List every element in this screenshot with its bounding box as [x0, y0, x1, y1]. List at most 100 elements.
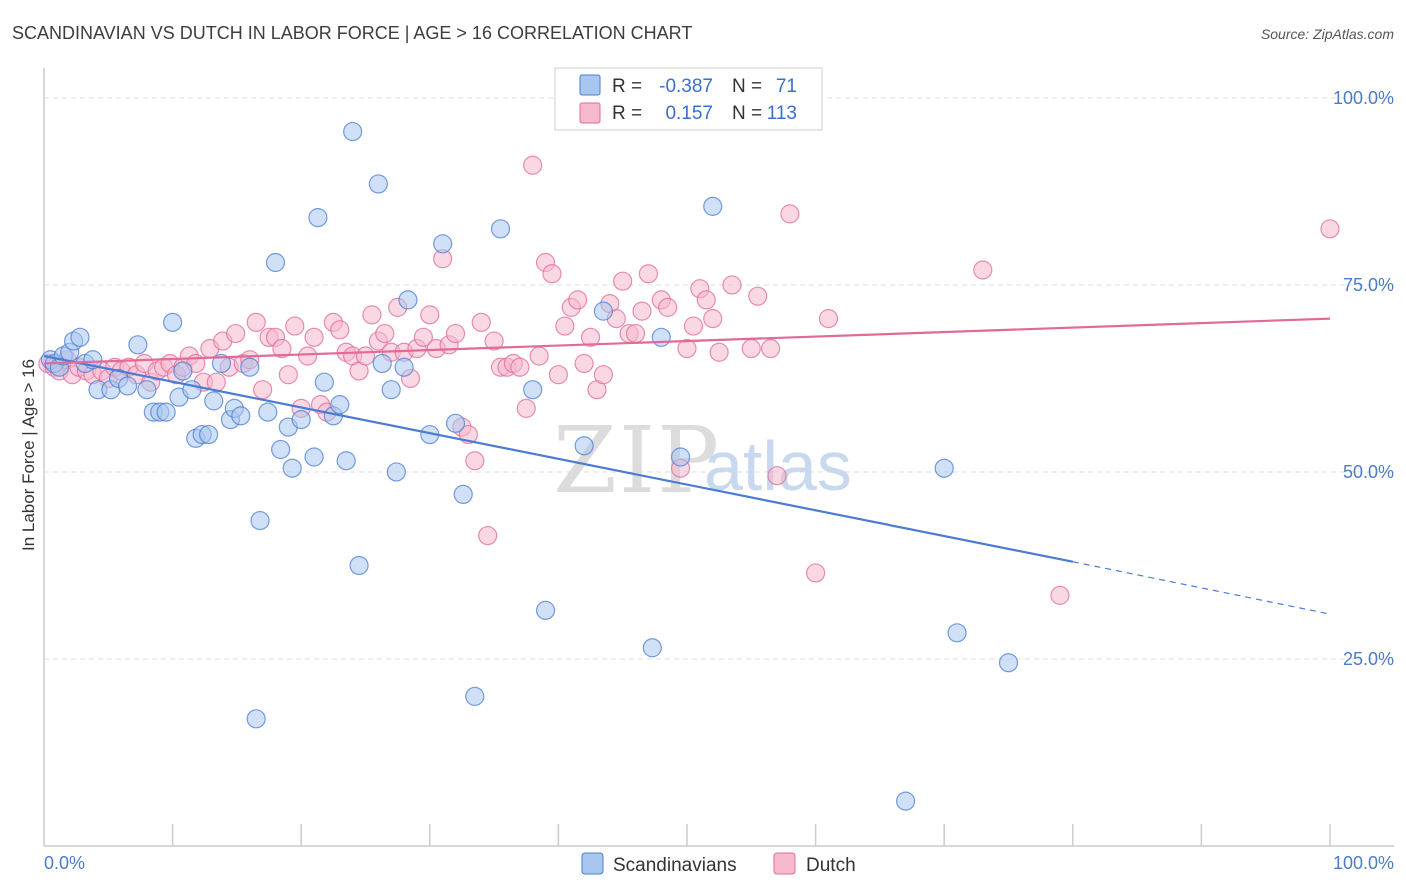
data-point — [265, 252, 286, 273]
data-point — [173, 361, 193, 381]
data-point — [709, 342, 729, 362]
data-point — [683, 316, 704, 336]
data-point — [246, 312, 266, 332]
data-point — [548, 365, 569, 385]
data-point — [529, 346, 549, 366]
data-point — [240, 357, 260, 377]
data-point — [314, 372, 334, 392]
data-point — [484, 331, 504, 351]
data-point — [555, 316, 575, 336]
watermark-zip: ZIP — [553, 407, 721, 514]
data-point — [278, 365, 298, 385]
data-point — [780, 204, 800, 224]
data-point — [542, 264, 562, 284]
data-point — [973, 260, 993, 280]
data-point — [703, 196, 723, 216]
data-point — [336, 451, 356, 471]
data-point — [413, 327, 433, 347]
source-credit: Source: ZipAtlas.com — [1261, 26, 1394, 42]
data-point — [523, 155, 543, 175]
dutch-points — [38, 155, 1340, 605]
data-point — [1050, 585, 1070, 605]
data-point — [510, 357, 530, 377]
data-point — [574, 353, 594, 374]
data-point — [226, 323, 246, 344]
data-point — [433, 234, 453, 254]
data-point — [465, 686, 485, 706]
data-point — [291, 409, 311, 430]
y-tick-label: 50.0% — [1343, 462, 1394, 482]
data-point — [445, 323, 466, 344]
data-point — [204, 391, 224, 411]
chart-title: SCANDINAVIAN VS DUTCH IN LABOR FORCE | A… — [12, 23, 692, 43]
trend-line-extension — [1072, 561, 1331, 615]
y-axis-tick-labels: 25.0% 50.0% 75.0% 100.0% — [1333, 88, 1394, 669]
data-point — [253, 380, 273, 400]
data-point — [593, 365, 614, 385]
data-point — [246, 709, 266, 729]
watermark: ZIP atlas — [553, 407, 852, 514]
y-tick-label: 25.0% — [1343, 649, 1394, 669]
data-point — [947, 623, 967, 643]
scandinavian-swatch — [579, 74, 601, 96]
data-point — [767, 466, 787, 486]
data-point — [304, 327, 324, 347]
data-point — [805, 563, 826, 583]
trend-lines — [43, 317, 1331, 615]
data-point — [250, 510, 270, 531]
legend-label-dutch: Dutch — [806, 855, 856, 876]
data-point — [308, 208, 328, 228]
data-point — [453, 484, 473, 505]
data-point — [343, 121, 363, 142]
x-tick-label-max: 100.0% — [1333, 853, 1394, 873]
data-point — [231, 406, 251, 426]
data-point — [137, 380, 157, 400]
data-point — [998, 653, 1019, 673]
data-point — [934, 458, 954, 478]
n-label-dutch: N = — [732, 103, 762, 124]
data-point — [748, 286, 768, 306]
n-label-scandinavian: N = — [732, 76, 762, 97]
data-point — [271, 439, 291, 460]
y-tick-label: 100.0% — [1333, 88, 1394, 108]
data-point — [632, 301, 652, 321]
data-point — [381, 380, 401, 400]
data-point — [368, 174, 388, 194]
n-value-scandinavian: 71 — [776, 76, 797, 97]
data-point — [398, 290, 418, 310]
legend-swatch-scandinavians — [581, 852, 604, 875]
data-point — [535, 600, 556, 620]
data-point — [677, 338, 697, 359]
data-point — [818, 309, 839, 329]
data-point — [471, 312, 491, 332]
data-point — [258, 402, 278, 422]
data-point — [272, 338, 292, 359]
data-point — [658, 297, 678, 317]
data-point — [355, 346, 376, 366]
data-point — [304, 447, 324, 467]
data-point — [128, 335, 148, 355]
data-point — [670, 447, 691, 467]
series-legend: Scandinavians Dutch — [581, 852, 856, 876]
data-point — [741, 338, 761, 359]
data-point — [330, 395, 350, 415]
grid-lines — [44, 97, 1394, 660]
data-point — [465, 451, 485, 471]
r-label-scandinavian: R = — [612, 76, 642, 97]
trend-line — [43, 354, 1074, 563]
data-point — [638, 264, 659, 284]
data-point — [580, 327, 601, 347]
data-point — [523, 380, 543, 400]
data-point — [651, 327, 671, 347]
data-point — [298, 346, 318, 366]
data-point — [285, 316, 305, 336]
data-point — [593, 301, 614, 321]
data-point — [394, 357, 414, 377]
data-point — [420, 305, 440, 325]
trend-line — [43, 317, 1331, 365]
r-value-scandinavian: -0.387 — [659, 76, 713, 97]
scandinavian-points — [40, 121, 1019, 811]
data-point — [478, 525, 498, 546]
data-point — [625, 323, 646, 344]
